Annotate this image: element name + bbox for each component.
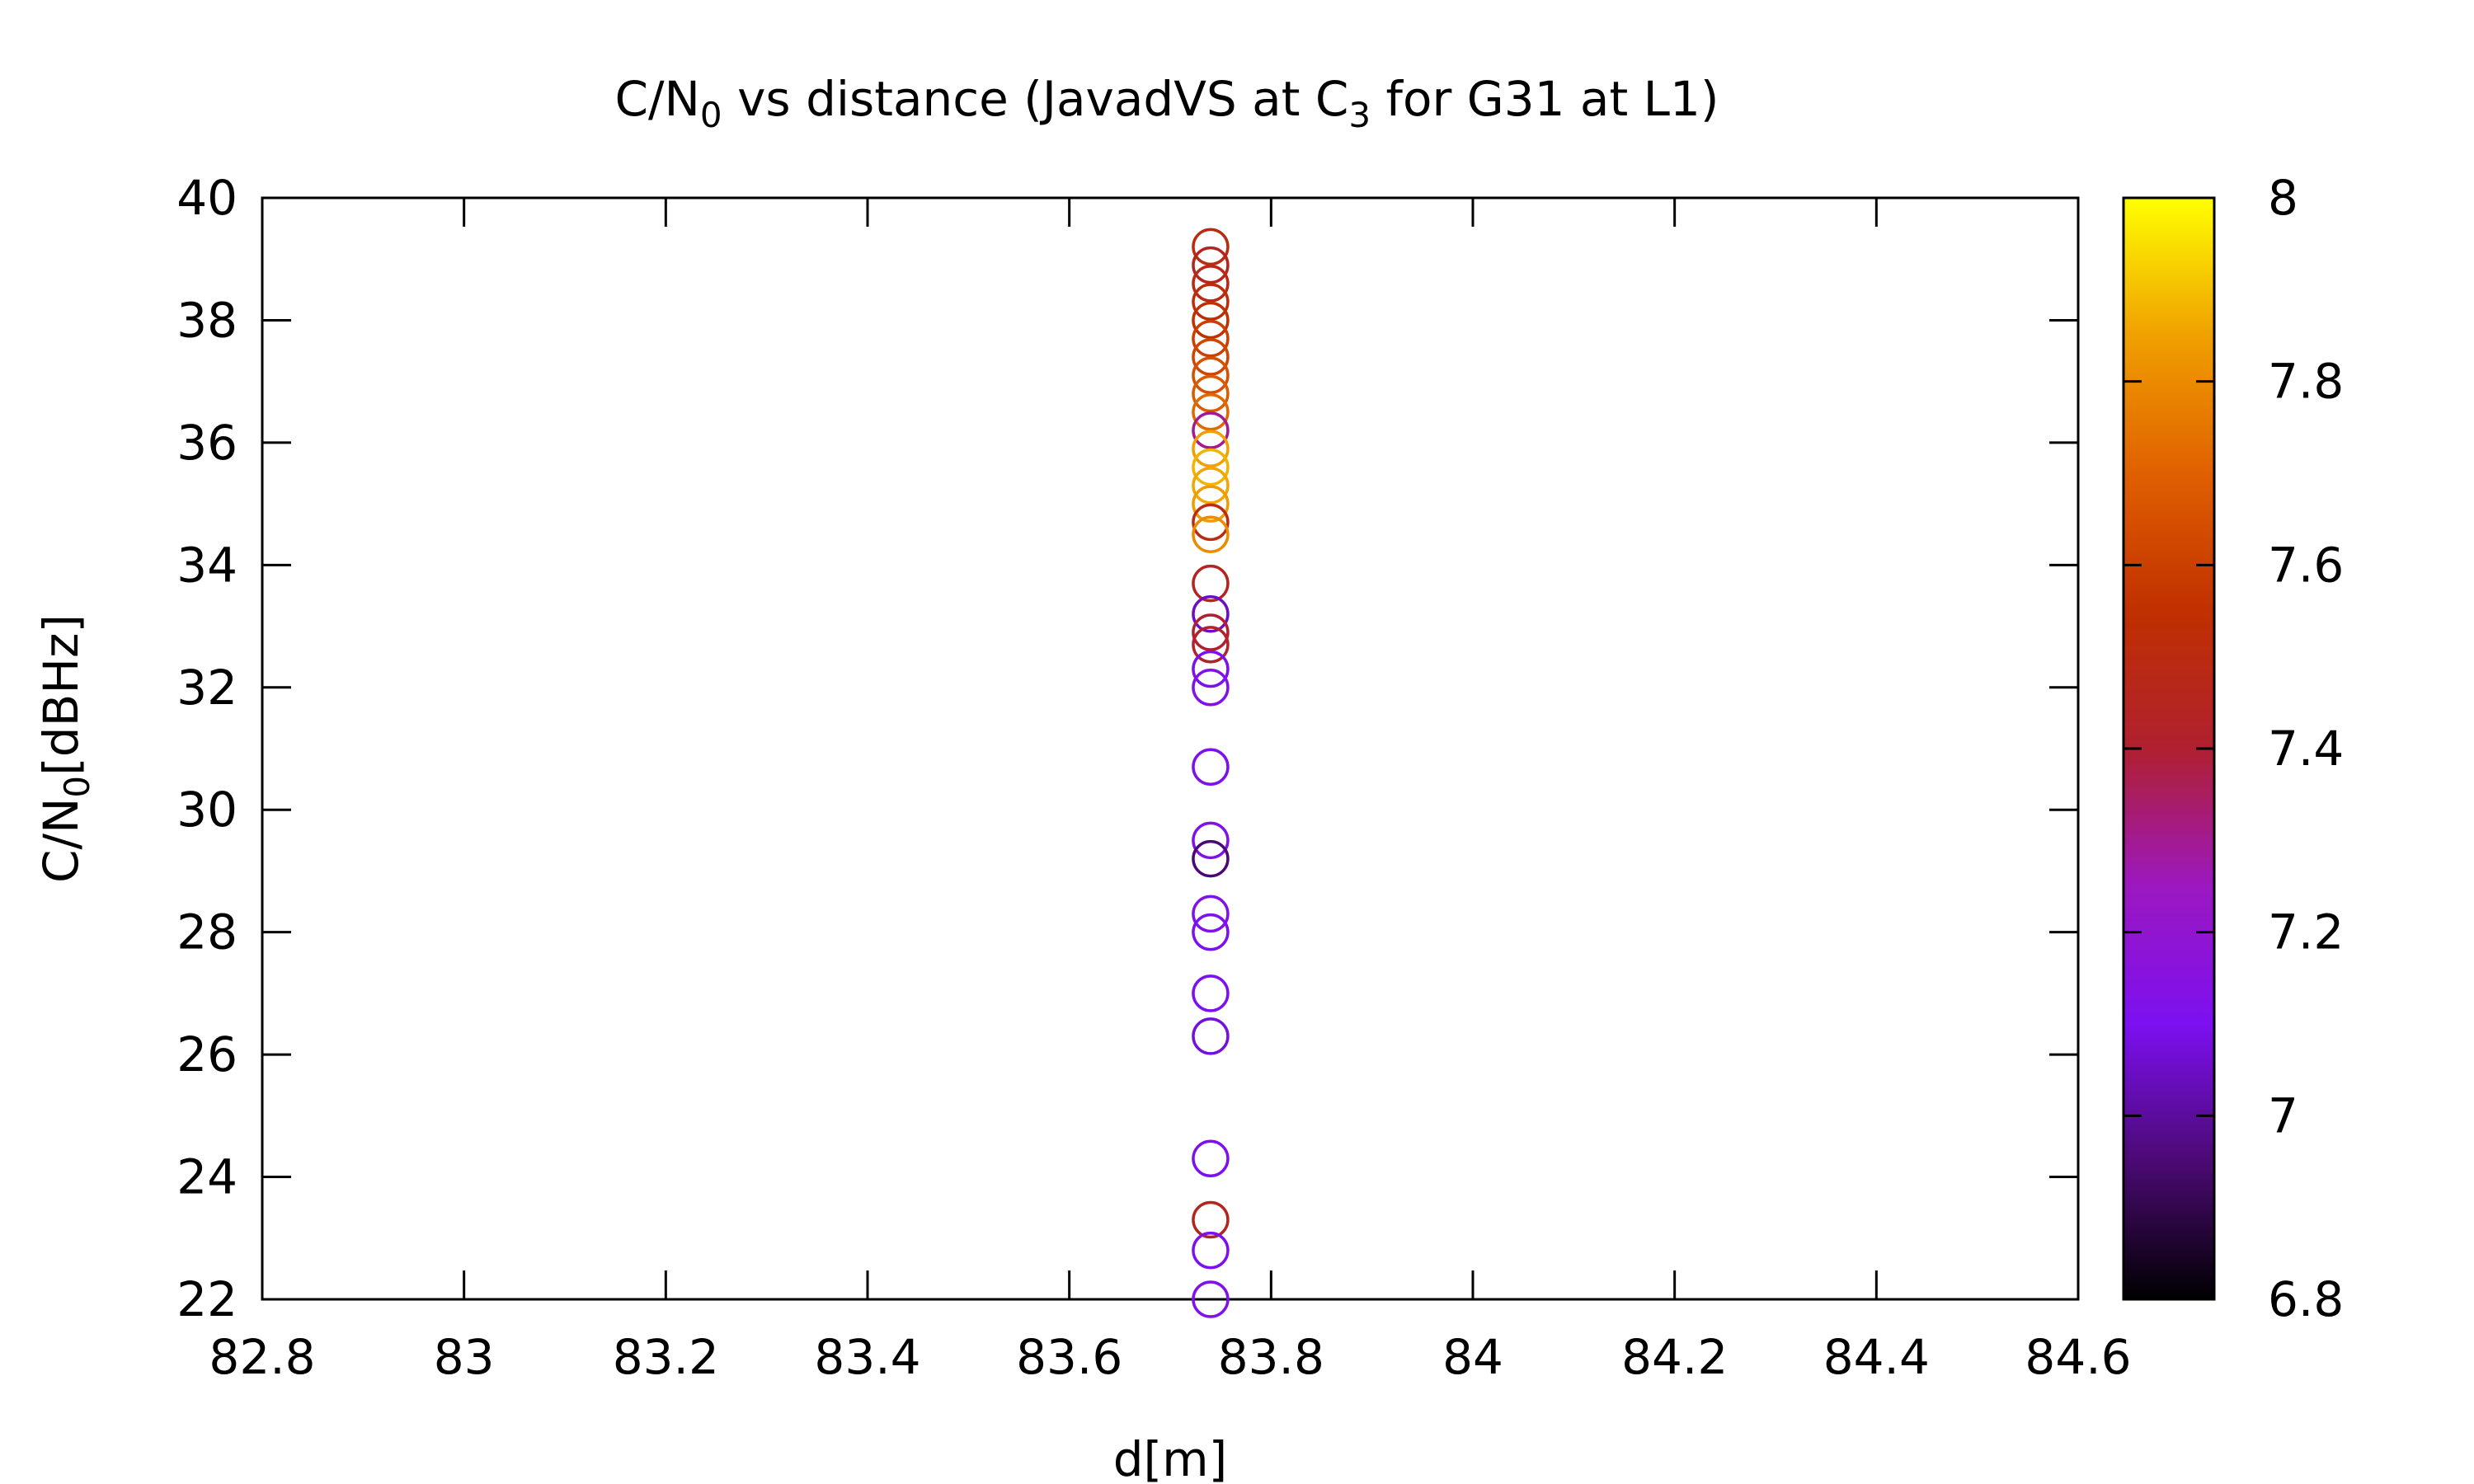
x-axis-label: d[m] [1113,1431,1228,1484]
colorbar-tick-label: 8 [2268,170,2298,226]
data-point [1192,228,1230,266]
title-part-1: C/N [614,71,699,127]
x-tick-label: 83 [434,1329,495,1385]
scatter-points [1192,228,1230,1318]
data-point [1192,515,1230,553]
data-point [1192,1200,1230,1239]
data-point [1192,1231,1230,1270]
y-tick-label: 24 [176,1149,238,1205]
y-tick-label: 38 [176,292,238,348]
x-tick-label: 84.4 [1823,1329,1930,1385]
title-sub-1: 0 [700,95,722,135]
data-point [1192,393,1230,431]
y-axis-ticks: 22 24 26 28 30 32 34 36 38 40 [176,170,2078,1327]
data-point [1192,448,1230,486]
y-tick-label: 22 [176,1271,238,1327]
data-point [1192,1017,1230,1055]
colorbar-tick-label: 7 [2268,1087,2298,1144]
data-point [1192,503,1230,542]
x-axis-ticks: 82.8 83 83.2 83.4 83.6 83.8 84 84.2 84.4 84.6 [209,198,2132,1385]
data-point [1192,301,1230,340]
chart-title: C/N0 vs distance (JavadVS at C3 for G31 … [614,71,1719,135]
data-point [1192,356,1230,394]
colorbar-tick-label: 7.4 [2268,721,2344,777]
data-point [1192,974,1230,1012]
data-point [1192,374,1230,413]
y-tick-label: 32 [176,660,238,716]
x-tick-label: 83.4 [814,1329,920,1385]
x-tick-label: 83.8 [1218,1329,1324,1385]
data-point [1192,1139,1230,1178]
title-part-2: vs distance (JavadVS at C [722,71,1349,127]
colorbar-tick-label: 6.8 [2268,1271,2344,1327]
data-point [1192,626,1230,664]
y-axis-label: C/N0[dBHz] [33,614,97,883]
y-tick-label: 40 [176,170,238,226]
x-tick-label: 84 [1442,1329,1503,1385]
colorbar-ticks: 6.8 7 7.2 7.4 7.6 7.8 8 [2124,170,2344,1327]
colorbar-tick-label: 7.8 [2268,354,2344,410]
y-label-part-2: [dBHz] [33,614,89,776]
data-point [1192,319,1230,358]
y-tick-label: 26 [176,1026,238,1082]
data-point [1192,1280,1230,1318]
y-tick-label: 34 [176,537,238,593]
data-point [1192,821,1230,860]
x-tick-label: 83.6 [1016,1329,1122,1385]
x-tick-label: 84.6 [2025,1329,2131,1385]
data-point [1192,430,1230,468]
x-tick-label: 83.2 [613,1329,719,1385]
data-point [1192,338,1230,376]
colorbar-tick-label: 7.2 [2268,904,2344,960]
data-point [1192,913,1230,951]
y-tick-label: 28 [176,904,238,960]
data-point [1192,246,1230,284]
data-point [1192,839,1230,878]
data-point [1192,283,1230,321]
data-point [1192,650,1230,688]
colorbar-tick-label: 7.6 [2268,537,2344,593]
data-point [1192,895,1230,933]
y-tick-label: 30 [176,782,238,838]
x-tick-label: 84.2 [1621,1329,1728,1385]
data-point [1192,411,1230,449]
data-point [1192,265,1230,303]
data-point [1192,467,1230,505]
data-point [1192,594,1230,633]
data-point [1192,613,1230,651]
title-sub-2: 3 [1348,95,1371,135]
title-part-3: for G31 at L1) [1371,71,1719,127]
data-point [1192,564,1230,603]
plot-frame [261,196,2080,1301]
data-point [1192,669,1230,707]
data-point [1192,485,1230,523]
y-label-part-1: C/N [33,798,89,883]
y-label-sub: 0 [57,776,97,798]
data-point [1192,748,1230,787]
y-tick-label: 36 [176,415,238,471]
x-tick-label: 82.8 [209,1329,315,1385]
